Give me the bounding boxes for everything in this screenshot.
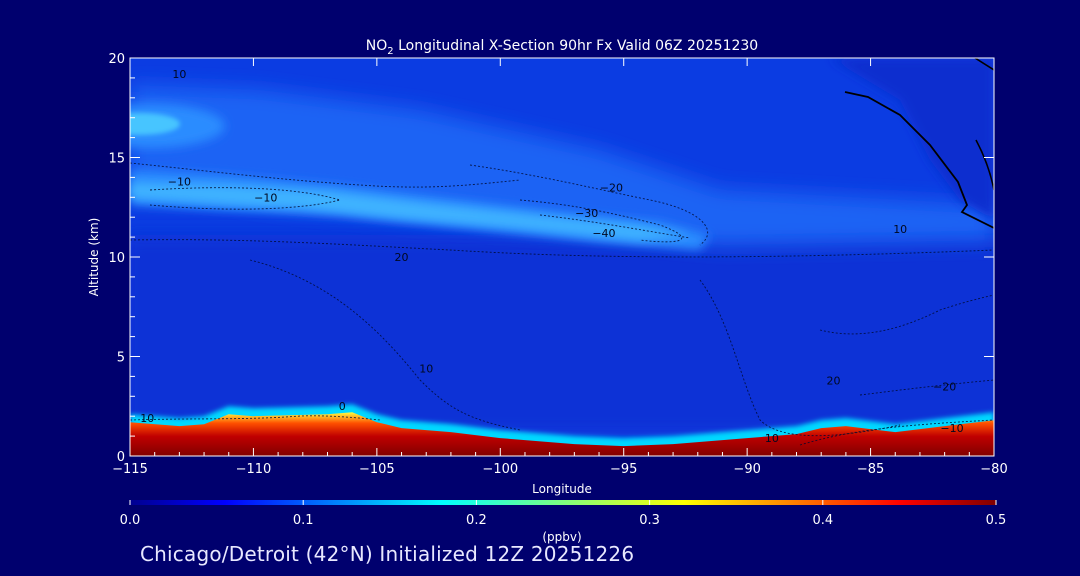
x-tick-label: −100 bbox=[482, 462, 518, 477]
colorbar-ticks: 0.0 0.1 0.2 0.3 0.4 0.5 bbox=[120, 500, 1007, 528]
contour-label: 20 bbox=[827, 374, 841, 387]
contour-solid-2 bbox=[974, 58, 994, 71]
contours bbox=[130, 162, 994, 446]
y-axis-label: Altitude (km) bbox=[87, 218, 101, 297]
y-tick-label: 0 bbox=[117, 450, 125, 465]
field-lower-dark bbox=[130, 235, 994, 435]
contour-label: −20 bbox=[933, 380, 956, 393]
colorbar-tick-label: 0.3 bbox=[639, 513, 660, 528]
y-tick-label: 20 bbox=[108, 52, 125, 67]
colorbar-tick-label: 0.2 bbox=[466, 513, 487, 528]
colorbar-tick-label: 0.5 bbox=[986, 513, 1007, 528]
colorbar: 0.0 0.1 0.2 0.3 0.4 0.5 (ppbv) bbox=[120, 500, 1007, 544]
contour-solid-3 bbox=[975, 139, 994, 191]
contour-label: 10 bbox=[765, 432, 779, 445]
contour-label: 10 bbox=[893, 223, 907, 236]
y-tick-label: 15 bbox=[108, 152, 125, 167]
x-axis: −115 −110 −105 −100 −95 −90 −85 −80 bbox=[112, 58, 1008, 477]
contour-solid bbox=[844, 91, 994, 229]
contour-label: 20 bbox=[395, 251, 409, 264]
contour-label: −10 bbox=[940, 422, 963, 435]
field-top-right bbox=[830, 58, 994, 220]
colorbar-tick-label: 0.4 bbox=[812, 513, 833, 528]
x-tick-label: −80 bbox=[980, 462, 1007, 477]
contour-label: 10 bbox=[172, 68, 186, 81]
field-upper-core bbox=[130, 183, 690, 240]
contour-label: −40 bbox=[592, 227, 615, 240]
surface-no2 bbox=[130, 412, 994, 456]
footer-caption: Chicago/Detroit (42°N) Initialized 12Z 2… bbox=[140, 542, 635, 566]
x-tick-label: −90 bbox=[733, 462, 760, 477]
x-axis-label: Longitude bbox=[532, 482, 592, 496]
field-strat-core bbox=[130, 113, 180, 135]
contour-label: 0 bbox=[339, 400, 346, 413]
chart-title: NO2 Longitudinal X-Section 90hr Fx Valid… bbox=[366, 38, 758, 57]
contour-label: −10 bbox=[168, 175, 191, 188]
colorbar-tick-label: 0.0 bbox=[120, 513, 141, 528]
colorbar-label: (ppbv) bbox=[542, 530, 581, 544]
colorbar-gradient bbox=[130, 500, 996, 505]
x-tick-label: −95 bbox=[610, 462, 637, 477]
contour-label: −30 bbox=[575, 207, 598, 220]
y-tick-label: 10 bbox=[108, 251, 125, 266]
contour-label: −20 bbox=[600, 181, 623, 194]
y-axis: 0 5 10 15 20 bbox=[108, 52, 994, 465]
x-tick-label: −115 bbox=[112, 462, 148, 477]
y-tick-label: 5 bbox=[117, 351, 125, 366]
contour-label: −10 bbox=[254, 191, 277, 204]
contour-label: 10 bbox=[419, 362, 433, 375]
colorbar-tick-label: 0.1 bbox=[293, 513, 314, 528]
x-tick-label: −85 bbox=[857, 462, 884, 477]
x-tick-label: −110 bbox=[236, 462, 272, 477]
x-tick-label: −105 bbox=[359, 462, 395, 477]
contour-label: 10 bbox=[140, 412, 154, 425]
